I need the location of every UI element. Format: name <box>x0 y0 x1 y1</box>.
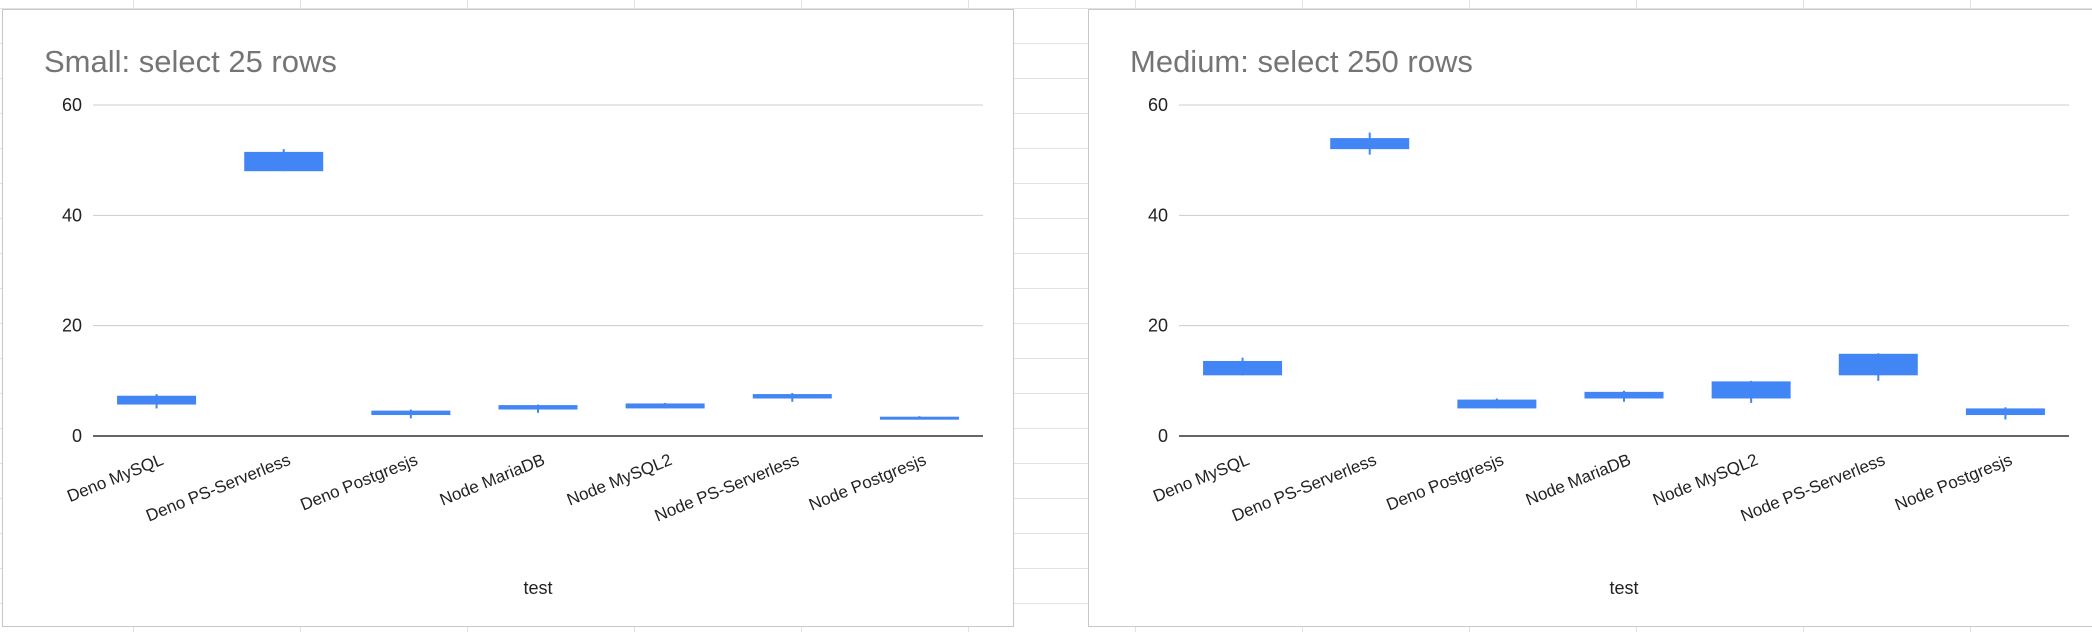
candle-body <box>1965 408 2045 416</box>
x-tick-label: Node Postgresjs <box>1892 450 2015 514</box>
x-tick-label: Deno Postgresjs <box>298 450 421 514</box>
x-tick-label: Deno MySQL <box>1150 450 1252 506</box>
chart-small-select-25-rows[interactable]: Small: select 25 rows 0 20 40 60 Deno MySQL D… <box>2 9 1014 627</box>
x-tick-label: Node MariaDB <box>437 450 547 509</box>
candle-body <box>1838 353 1918 376</box>
candle-body <box>879 416 959 420</box>
y-tick-label: 0 <box>1158 426 1168 446</box>
candle-body <box>244 151 324 172</box>
candle-body <box>1711 381 1791 399</box>
x-tick-label: Node MySQL2 <box>1650 450 1760 509</box>
x-tick-label: Node MySQL2 <box>564 450 674 509</box>
candle-body <box>117 395 197 405</box>
chart-medium-select-250-rows[interactable]: Medium: select 250 rows 0 20 40 60 Deno MySQ… <box>1088 9 2092 627</box>
y-tick-label: 0 <box>72 426 82 446</box>
y-tick-label: 60 <box>1148 95 1168 115</box>
candle-body <box>1457 399 1537 409</box>
candle-body <box>1330 138 1410 150</box>
candle-body <box>1584 391 1664 399</box>
x-tick-label: Node Postgresjs <box>806 450 929 514</box>
candle-body <box>371 410 451 416</box>
chart-title: Medium: select 250 rows <box>1130 44 1473 79</box>
candle-body <box>752 394 832 399</box>
candle-body <box>498 405 578 410</box>
y-tick-label: 20 <box>1148 316 1168 336</box>
x-axis-title: test <box>1609 578 1638 598</box>
y-tick-label: 40 <box>1148 205 1168 225</box>
y-tick-label: 20 <box>62 316 82 336</box>
candle-body <box>625 403 705 409</box>
chart-title: Small: select 25 rows <box>44 44 337 79</box>
x-tick-label: Deno PS-Serverless <box>143 450 293 525</box>
x-tick-label: Deno MySQL <box>64 450 166 506</box>
x-tick-label: Deno PS-Serverless <box>1229 450 1379 525</box>
y-tick-label: 60 <box>62 95 82 115</box>
x-tick-label: Deno Postgresjs <box>1384 450 1507 514</box>
x-tick-label: Node PS-Serverless <box>1738 450 1888 525</box>
x-tick-label: Node MariaDB <box>1523 450 1633 509</box>
y-tick-label: 40 <box>62 205 82 225</box>
x-axis-title: test <box>523 578 552 598</box>
x-tick-label: Node PS-Serverless <box>652 450 802 525</box>
candle-body <box>1203 360 1283 376</box>
